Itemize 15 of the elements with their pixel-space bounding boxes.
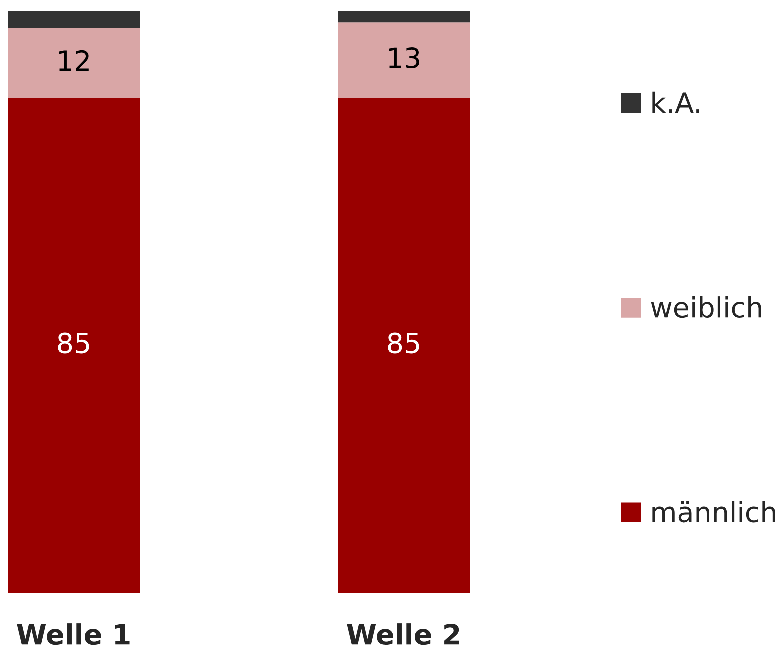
x-tick-label: Welle 2 [347,624,460,646]
legend-label: k.A. [652,92,700,114]
data-label: 12 [59,50,89,72]
legend-label: weiblich [651,296,762,318]
data-label: 13 [389,48,420,69]
data-label: 85 [58,332,90,354]
legend-label: männlich [652,501,776,523]
bar [8,28,140,98]
bar [338,98,470,593]
data-label: 85 [388,332,420,354]
bar [338,11,470,23]
bar [8,11,140,28]
bar [8,98,140,593]
bar [338,22,470,98]
x-tick-label: Welle 1 [17,624,130,646]
